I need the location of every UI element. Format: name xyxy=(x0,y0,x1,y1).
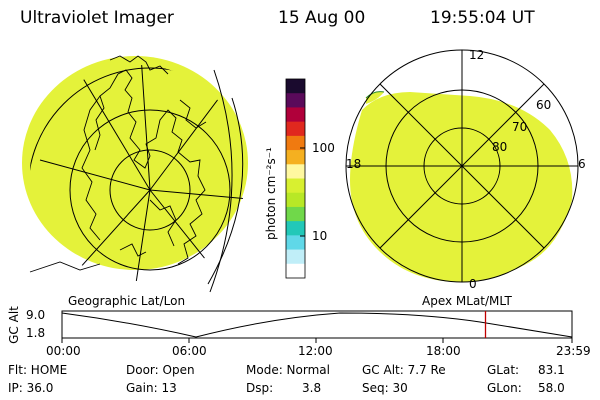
glat-value: 83.1 xyxy=(538,363,565,377)
mlat-70-label: 70 xyxy=(512,120,528,134)
colorbar-band xyxy=(286,235,305,251)
mode-status: Mode: Normal xyxy=(246,363,330,377)
color-bar xyxy=(285,78,306,279)
colorbar-band xyxy=(286,192,305,208)
geographic-map xyxy=(22,55,248,293)
glat-label: GLat: xyxy=(487,363,520,377)
colorbar-band xyxy=(286,121,305,137)
mlt-12-label: 12 xyxy=(469,48,485,62)
colorbar-band xyxy=(286,93,305,108)
colorbar-tick-100: 100 xyxy=(312,141,335,155)
colorbar-unit-label: photon cm⁻²s⁻¹ xyxy=(264,147,278,240)
gc-alt-max-label: 9.0 xyxy=(26,308,46,322)
glon-label: GLon: xyxy=(487,381,522,395)
aurora-oval-fill xyxy=(350,92,573,282)
mlt-0-label: 0 xyxy=(469,277,477,291)
colorbar-band xyxy=(286,107,305,123)
gc-alt-axis-label: GC Alt xyxy=(7,306,21,344)
time-label: 19:55:04 UT xyxy=(430,8,535,28)
mlt-6-label: 6 xyxy=(578,157,586,171)
apex-polar-map xyxy=(345,49,579,283)
date-label: 15 Aug 00 xyxy=(278,8,366,28)
coastline-outline xyxy=(29,55,207,273)
time-tick-0000: 00:00 xyxy=(46,344,81,358)
colorbar-band xyxy=(286,79,305,94)
time-tick-1800: 18:00 xyxy=(426,344,461,358)
colorbar-band xyxy=(286,263,305,279)
colorbar-band xyxy=(286,135,305,151)
colorbar-band xyxy=(286,206,305,222)
gc-alt-status: GC Alt: 7.7 Re xyxy=(362,363,446,377)
colorbar-band xyxy=(286,178,305,194)
time-tick-0600: 06:00 xyxy=(172,344,207,358)
altitude-timeline xyxy=(61,310,573,343)
altitude-curve xyxy=(61,312,573,338)
colorbar-tick-10: 10 xyxy=(312,229,328,243)
colorbar-band xyxy=(286,150,305,165)
dsp-label: Dsp: xyxy=(246,381,274,395)
gain-status: Gain: 13 xyxy=(126,381,177,395)
seq-status: Seq: 30 xyxy=(362,381,408,395)
apex-caption: Apex MLat/MLT xyxy=(422,294,512,308)
colorbar-band xyxy=(286,249,305,265)
ip-status: IP: 36.0 xyxy=(8,381,54,395)
mlat-60-label: 60 xyxy=(536,98,552,112)
mlt-18-label: 18 xyxy=(346,157,362,171)
colorbar-band xyxy=(286,221,305,236)
mlat-80-label: 80 xyxy=(492,140,508,154)
gc-alt-min-label: 1.8 xyxy=(26,326,46,340)
flight-status: Flt: HOME xyxy=(8,363,68,377)
glon-value: 58.0 xyxy=(538,381,565,395)
colorbar-band xyxy=(286,164,305,179)
instrument-title: Ultraviolet Imager xyxy=(20,8,174,28)
geographic-caption: Geographic Lat/Lon xyxy=(68,294,186,308)
left-image-fill xyxy=(22,56,248,270)
dsp-value: 3.8 xyxy=(302,381,322,395)
time-tick-1200: 12:00 xyxy=(298,344,333,358)
door-status: Door: Open xyxy=(126,363,195,377)
time-tick-2359: 23:59 xyxy=(556,344,591,358)
